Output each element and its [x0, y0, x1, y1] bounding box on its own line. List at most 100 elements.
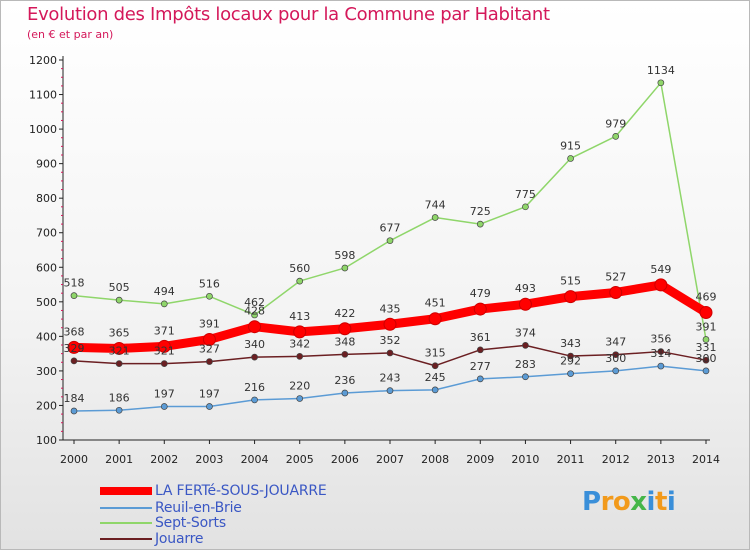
- data-label-2: 1134: [647, 64, 675, 77]
- data-label-3: 342: [289, 337, 310, 350]
- data-label-2: 979: [605, 117, 626, 130]
- data-point-3: [386, 349, 394, 357]
- data-point-1: [115, 406, 123, 414]
- data-point-2: [70, 292, 78, 299]
- y-tick-label: 1200: [29, 54, 57, 67]
- x-tick-label: 2001: [105, 453, 133, 466]
- data-label-2: 915: [560, 139, 581, 152]
- data-point-0: [473, 302, 487, 316]
- data-label-0: 365: [109, 326, 130, 339]
- data-point-0: [564, 290, 578, 304]
- x-tick-label: 2002: [150, 453, 178, 466]
- legend-swatch-la-ferte: [100, 487, 152, 495]
- data-point-2: [522, 203, 529, 211]
- chart-title: Evolution des Impôts locaux pour la Comm…: [27, 4, 550, 25]
- data-label-3: 352: [380, 334, 401, 347]
- data-label-2: 494: [154, 285, 175, 298]
- data-label-3: 331: [696, 341, 717, 354]
- data-point-3: [657, 348, 665, 355]
- data-label-2: 598: [334, 249, 355, 262]
- data-point-1: [702, 367, 710, 375]
- data-label-1: 236: [334, 374, 355, 387]
- data-point-0: [248, 320, 262, 334]
- data-point-1: [431, 386, 439, 394]
- data-point-2: [296, 277, 304, 285]
- data-label-3: 347: [605, 336, 626, 349]
- data-label-3: 361: [470, 331, 491, 344]
- legend-label-reuil-en-brie: Reuil-en-Brie: [155, 500, 242, 516]
- data-point-1: [70, 407, 78, 415]
- data-point-2: [657, 79, 665, 87]
- data-label-2: 518: [64, 277, 85, 290]
- x-tick-label: 2014: [692, 453, 720, 466]
- data-point-0: [609, 285, 623, 299]
- y-tick-label: 300: [36, 365, 57, 378]
- x-tick-label: 2005: [286, 453, 314, 466]
- data-label-0: 469: [696, 291, 717, 304]
- data-label-0: 451: [425, 297, 446, 310]
- data-point-2: [206, 292, 213, 300]
- data-label-1: 184: [64, 392, 85, 405]
- data-label-3: 321: [154, 345, 175, 358]
- data-point-0: [338, 322, 352, 336]
- data-label-1: 277: [470, 360, 491, 373]
- data-label-3: 329: [64, 342, 85, 355]
- data-point-1: [567, 370, 574, 378]
- data-label-2: 744: [425, 199, 446, 212]
- data-label-0: 435: [380, 302, 401, 315]
- data-label-0: 368: [64, 325, 85, 338]
- data-label-0: 413: [289, 310, 310, 323]
- data-label-2: 560: [289, 262, 310, 275]
- y-tick-label: 600: [36, 261, 57, 274]
- x-tick-label: 2008: [421, 453, 449, 466]
- data-label-3: 348: [334, 335, 355, 348]
- data-point-2: [386, 237, 394, 245]
- data-label-1: 283: [515, 358, 536, 371]
- data-point-1: [476, 375, 484, 383]
- data-label-1: 292: [560, 355, 581, 368]
- data-point-0: [383, 317, 397, 331]
- data-label-2: 462: [244, 296, 265, 309]
- data-point-2: [431, 214, 439, 221]
- data-label-1: 314: [650, 347, 671, 360]
- logo-letter: P: [582, 487, 601, 517]
- data-label-1: 243: [380, 372, 401, 385]
- legend-swatch-reuil-en-brie: [100, 507, 152, 509]
- data-point-1: [612, 367, 620, 375]
- data-point-1: [657, 362, 665, 370]
- data-label-1: 300: [696, 352, 717, 365]
- data-point-1: [251, 396, 258, 404]
- data-label-3: 356: [650, 333, 671, 346]
- data-point-2: [476, 220, 484, 228]
- data-point-3: [567, 352, 574, 360]
- y-tick-label: 400: [36, 330, 57, 343]
- data-point-1: [296, 395, 304, 402]
- data-point-0: [157, 339, 171, 353]
- data-point-0: [112, 341, 126, 355]
- y-tick-label: 500: [36, 296, 57, 309]
- data-label-0: 549: [650, 263, 671, 276]
- legend-label-jouarre: Jouarre: [155, 531, 204, 547]
- data-point-3: [160, 360, 168, 368]
- logo-letter: t: [654, 487, 667, 517]
- x-tick-label: 2004: [241, 453, 269, 466]
- data-label-2: 391: [696, 320, 717, 333]
- data-point-1: [386, 387, 394, 394]
- data-label-2: 677: [380, 222, 401, 235]
- data-point-0: [654, 278, 668, 292]
- data-label-3: 315: [425, 347, 446, 360]
- x-tick-label: 2000: [60, 453, 88, 466]
- data-label-1: 216: [244, 381, 265, 394]
- data-label-0: 493: [515, 282, 536, 295]
- data-point-2: [160, 300, 168, 308]
- logo-letter: o: [612, 487, 631, 517]
- data-label-0: 428: [244, 305, 265, 318]
- data-point-3: [341, 350, 349, 358]
- data-point-2: [567, 155, 574, 162]
- data-label-1: 197: [154, 387, 175, 400]
- x-tick-label: 2012: [602, 453, 630, 466]
- legend-label-sept-sorts: Sept-Sorts: [155, 515, 226, 531]
- data-label-1: 197: [199, 387, 220, 400]
